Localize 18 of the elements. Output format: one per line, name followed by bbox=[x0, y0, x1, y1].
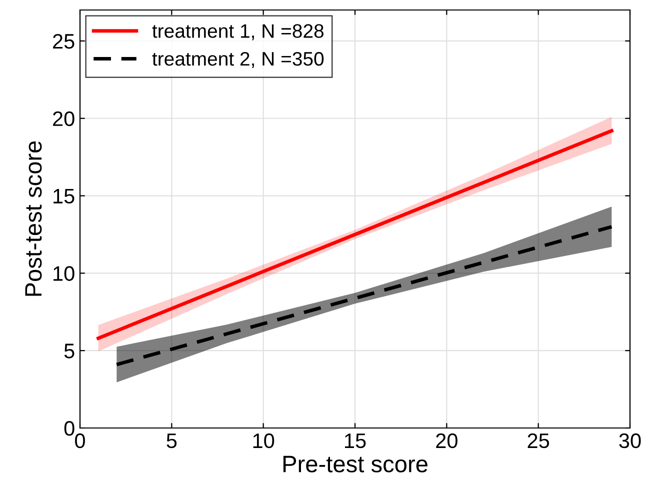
legend-label: treatment 2, N =350 bbox=[152, 52, 324, 68]
y-axis-title: Post-test score bbox=[25, 141, 42, 296]
y-tick-label: 15 bbox=[54, 188, 74, 204]
x-tick-label: 25 bbox=[528, 433, 550, 448]
x-tick-label: 15 bbox=[345, 434, 366, 448]
x-tick-label: 0 bbox=[75, 433, 85, 448]
x-axis-title: Pre-test score bbox=[283, 456, 428, 472]
x-tick-label: 5 bbox=[166, 434, 177, 448]
y-tick-label: 25 bbox=[53, 34, 74, 49]
legend-label: treatment 1, N =828 bbox=[152, 24, 324, 40]
x-tick-label: 10 bbox=[253, 433, 274, 448]
y-tick-label: 10 bbox=[54, 266, 74, 281]
line-series bbox=[114, 225, 614, 366]
x-tick-label: 30 bbox=[619, 433, 641, 448]
y-tick-label: 20 bbox=[53, 111, 74, 126]
y-tick-label: 0 bbox=[64, 421, 74, 436]
x-tick-label: 20 bbox=[436, 433, 458, 448]
y-tick-label: 5 bbox=[64, 344, 74, 358]
